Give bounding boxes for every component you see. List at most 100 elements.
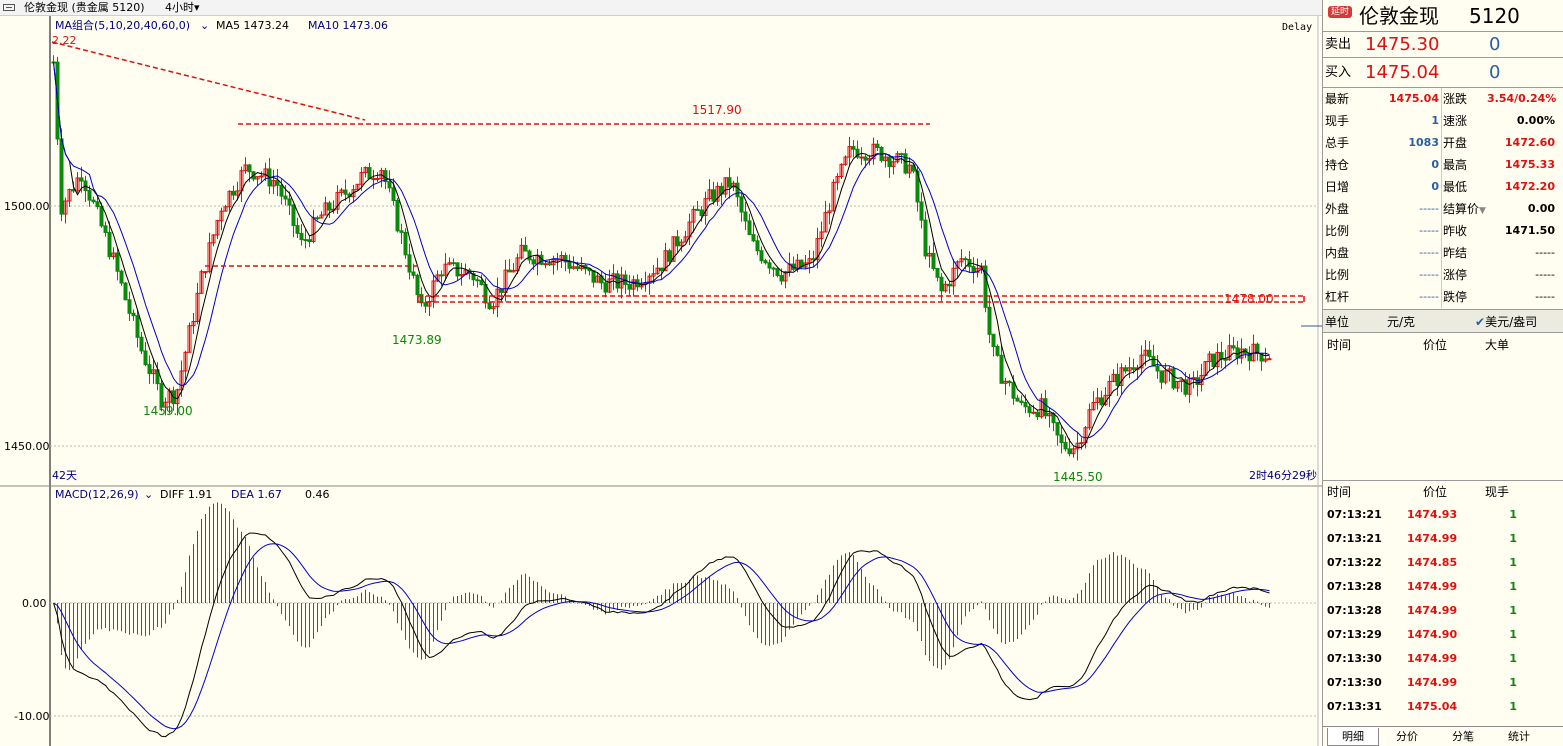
candle-body <box>1167 368 1172 372</box>
tick-row: 07:13:29 1474.90 1 <box>1323 623 1563 647</box>
candle-body <box>411 271 416 276</box>
stat-value: 0.00% <box>1516 114 1555 127</box>
candle-body <box>899 153 904 156</box>
candle-body <box>87 190 92 201</box>
candle-body <box>847 146 852 158</box>
stat-value: 1475.33 <box>1504 158 1555 171</box>
candle-body <box>1039 398 1044 418</box>
candle-body <box>691 208 696 223</box>
unit-cny[interactable]: 元/克 <box>1387 315 1416 329</box>
candle-body <box>323 202 328 216</box>
window-menu-icon[interactable] <box>3 4 15 11</box>
stat-label: 昨收 <box>1443 224 1468 238</box>
candle-body <box>111 252 116 258</box>
tick-qty-header: 现手 <box>1485 485 1510 499</box>
ma10-value: MA10 1473.06 <box>308 19 388 32</box>
unit-row: 单位 元/克 ✔美元/盎司 <box>1323 309 1563 333</box>
days-label: 42天 <box>52 469 77 482</box>
candle-body <box>147 364 152 375</box>
kline-chart[interactable]: MA组合(5,10,20,40,60,0) ⌄ MA5 1473.24 MA10… <box>0 16 1322 746</box>
candle-body <box>559 254 564 260</box>
tick-time: 07:13:30 <box>1327 652 1382 665</box>
macd-chevron[interactable]: ⌄ <box>144 488 153 501</box>
period-selector[interactable]: 4小时▾ <box>165 0 200 15</box>
tab-trades[interactable]: 分笔 <box>1452 730 1474 743</box>
candle-body <box>939 276 944 292</box>
tab-detail[interactable]: 明细 <box>1327 728 1379 746</box>
candle-body <box>423 302 428 307</box>
chart-grid <box>0 16 1322 746</box>
stat-row: 比例 ----- 涨停 ----- <box>1323 264 1563 286</box>
candle-body <box>1171 368 1176 389</box>
stat-label: 跌停 <box>1443 290 1468 304</box>
ma-indicator-label[interactable]: MA组合(5,10,20,40,60,0) <box>55 18 190 32</box>
tick-row: 07:13:21 1474.99 1 <box>1323 527 1563 551</box>
candle-body <box>683 236 688 243</box>
macd-label[interactable]: MACD(12,26,9) <box>55 488 139 501</box>
candle-body <box>1075 442 1080 450</box>
candle-body <box>607 278 612 293</box>
candle-body <box>995 346 1000 356</box>
macd-histogram <box>57 502 1270 671</box>
candle-body <box>759 250 764 262</box>
candle-body <box>1059 434 1064 444</box>
candle-body <box>819 231 824 240</box>
candle-body <box>763 260 768 264</box>
candle-body <box>271 180 276 187</box>
settlement-label: 结算价 <box>1443 202 1480 216</box>
candle-body <box>775 268 780 277</box>
ma-indicator-chevron[interactable]: ⌄ <box>200 19 209 32</box>
candle-body <box>1147 349 1152 358</box>
candle-body <box>159 383 164 408</box>
sell-row[interactable]: 卖出 1475.30 0 <box>1323 32 1563 58</box>
diff-line <box>53 532 1270 738</box>
candle-body <box>999 354 1004 384</box>
candle-body <box>883 156 888 161</box>
tick-qty: 1 <box>1509 700 1517 713</box>
candle-body <box>95 201 100 208</box>
candle-body <box>315 217 320 220</box>
candle-body <box>907 164 912 174</box>
stat-value: ----- <box>1419 290 1439 303</box>
candle-body <box>59 138 64 215</box>
sell-label: 卖出 <box>1325 37 1352 52</box>
stat-value: 0.00 <box>1527 202 1555 215</box>
candle-body <box>859 156 864 159</box>
sell-price: 1475.30 <box>1365 34 1440 55</box>
tab-stats[interactable]: 统计 <box>1508 730 1530 743</box>
candle-body <box>431 280 436 303</box>
chart-area[interactable]: MA组合(5,10,20,40,60,0) ⌄ MA5 1473.24 MA10… <box>0 16 1322 746</box>
candle-body <box>659 267 664 272</box>
ma5-value: MA5 1473.24 <box>216 19 289 32</box>
candle-body <box>459 274 464 277</box>
candle-body <box>699 209 704 217</box>
tick-qty: 1 <box>1509 628 1517 641</box>
candle-body <box>295 225 300 234</box>
tick-row: 07:13:22 1474.85 1 <box>1323 551 1563 575</box>
candle-body <box>1175 380 1180 389</box>
unit-usd-toggle[interactable]: ✔美元/盎司 <box>1475 310 1537 334</box>
candle-body <box>1111 373 1116 382</box>
candle-body <box>1095 397 1100 403</box>
buy-row[interactable]: 买入 1475.04 0 <box>1323 59 1563 87</box>
stat-label: 涨跌 <box>1443 92 1468 106</box>
candle-body <box>655 267 660 275</box>
candle-body <box>515 257 520 271</box>
candle-body <box>359 172 364 185</box>
panel-code: 5120 <box>1469 4 1520 28</box>
buy-qty: 0 <box>1489 62 1501 83</box>
stat-label: 最低 <box>1443 180 1468 194</box>
stat-row: 持仓 0 最高 1475.33 <box>1323 154 1563 176</box>
annotation-high: 1517.90 <box>692 103 742 117</box>
tick-time: 07:13:28 <box>1327 580 1382 593</box>
stat-label[interactable]: 结算价▼ <box>1443 198 1486 222</box>
tab-price-level[interactable]: 分价 <box>1396 730 1418 743</box>
candle-body <box>811 258 816 261</box>
candle-body <box>915 170 920 203</box>
dropdown-arrow-icon[interactable]: ▼ <box>1479 206 1486 216</box>
stat-value: ----- <box>1419 268 1439 281</box>
candle-body <box>255 176 260 180</box>
tick-qty: 1 <box>1509 652 1517 665</box>
candle-body <box>923 219 928 257</box>
tick-qty: 1 <box>1509 508 1517 521</box>
